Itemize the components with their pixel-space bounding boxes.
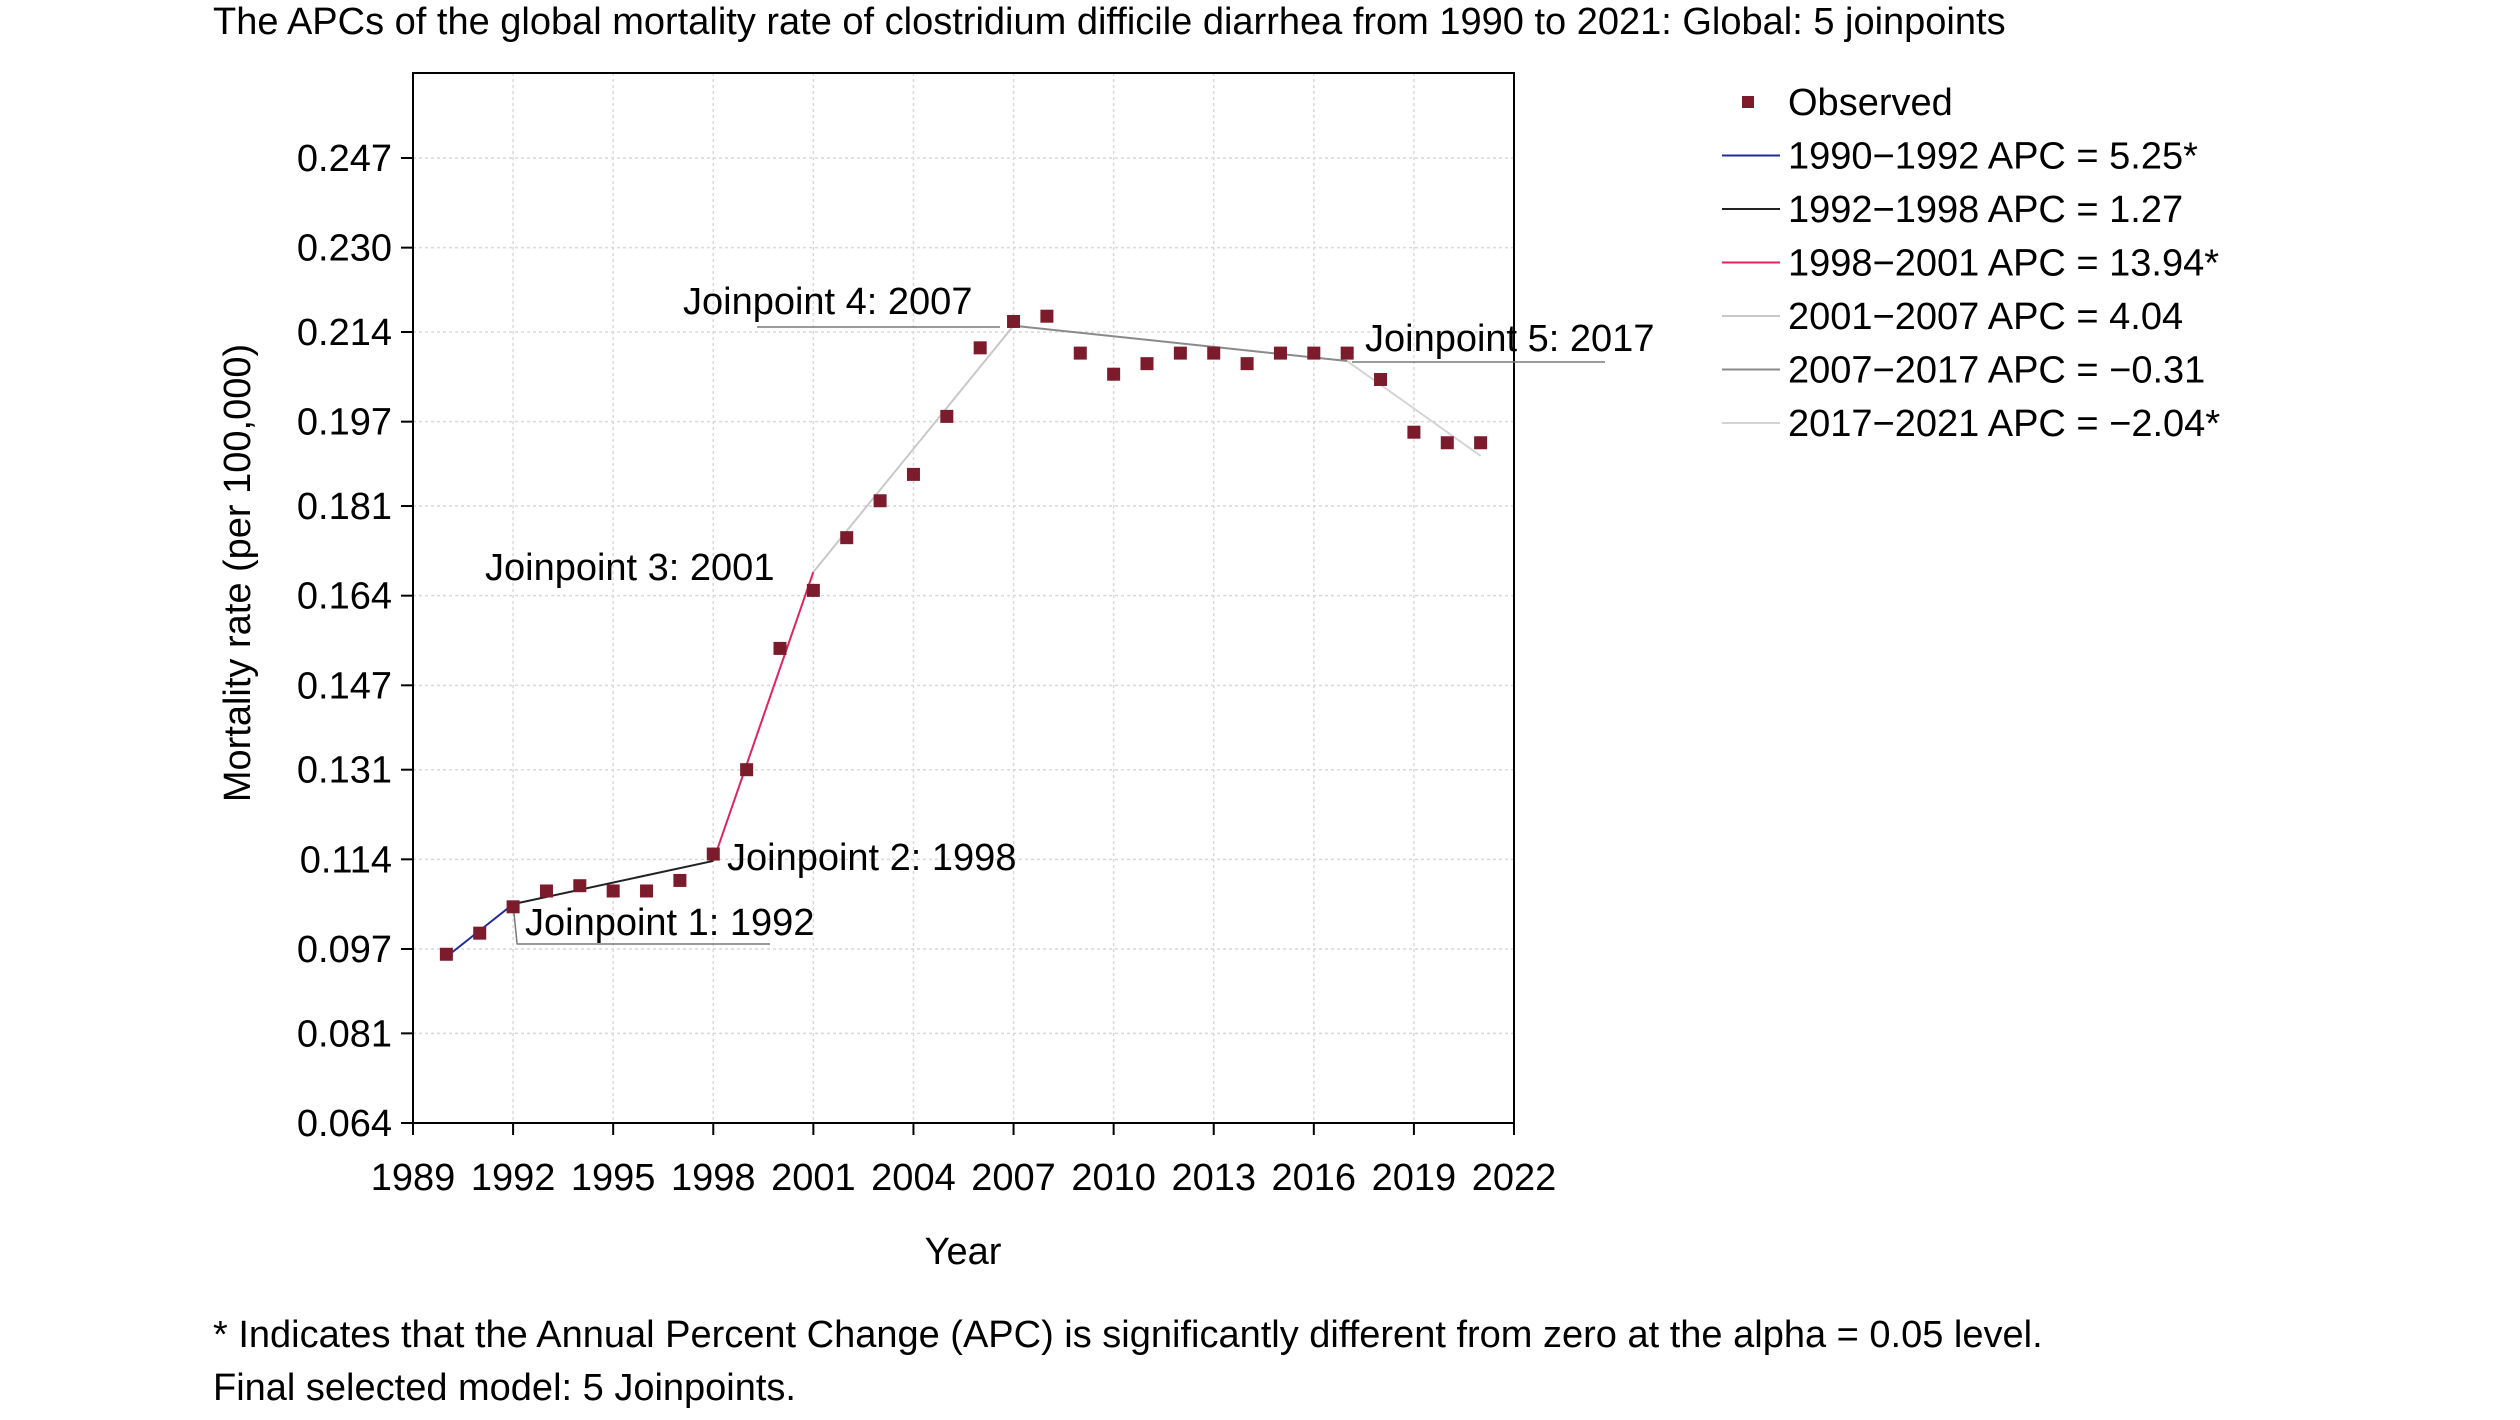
- observed-point: [1073, 346, 1087, 360]
- observed-point: [840, 531, 854, 545]
- x-tick-label: 2010: [1071, 1157, 1156, 1199]
- observed-point: [1440, 436, 1454, 450]
- grid: [412, 73, 1515, 1124]
- y-tick-label: 0.147: [297, 665, 392, 707]
- legend-marker-observed: [1742, 96, 1754, 108]
- x-axis-label: Year: [925, 1231, 1002, 1273]
- x-tick-label: 2013: [1171, 1157, 1256, 1199]
- observed-point: [473, 926, 487, 940]
- legend: Observed 1990−1992 APC = 5.25* 1992−1998 A…: [1722, 82, 2220, 445]
- observed-point: [439, 947, 453, 961]
- footnote-significance: * Indicates that the Annual Percent Chan…: [213, 1314, 2043, 1356]
- x-tick-label: 2016: [1272, 1157, 1357, 1199]
- annotation-label: Joinpoint 2: 1998: [727, 837, 1016, 879]
- observed-point: [1474, 436, 1488, 450]
- y-tick-label: 0.114: [300, 839, 392, 881]
- y-tick-label: 0.164: [297, 576, 392, 618]
- annotation-label: Joinpoint 4: 2007: [683, 281, 972, 323]
- observed-point: [1173, 346, 1187, 360]
- observed-point: [1040, 309, 1054, 323]
- legend-label-segment: 1998−2001 APC = 13.94*: [1788, 243, 2219, 285]
- apc-segment-line: [712, 571, 815, 862]
- observed-point: [1107, 367, 1121, 381]
- legend-label-segment: 1992−1998 APC = 1.27: [1788, 189, 2183, 231]
- legend-label-segment: 2007−2017 APC = −0.31: [1788, 350, 2205, 392]
- footnote-model: Final selected model: 5 Joinpoints.: [213, 1367, 796, 1409]
- legend-label-segment: 2001−2007 APC = 4.04: [1788, 296, 2183, 338]
- observed-point: [973, 341, 987, 355]
- observed-point: [573, 879, 587, 893]
- observed-point: [1140, 357, 1154, 371]
- observed-point: [1340, 346, 1354, 360]
- y-axis-label: Mortality rate (per 100,000): [217, 344, 259, 802]
- observed-point: [1273, 346, 1287, 360]
- x-tick-label: 1992: [471, 1157, 556, 1199]
- observed-point: [606, 884, 620, 898]
- observed-point: [1207, 346, 1221, 360]
- y-tick-label: 0.181: [297, 486, 392, 528]
- observed-point: [706, 847, 720, 861]
- observed-point: [1407, 425, 1421, 439]
- observed-point: [940, 409, 954, 423]
- legend-label-segment: 1990−1992 APC = 5.25*: [1788, 136, 2198, 178]
- y-tick-label: 0.131: [297, 750, 392, 792]
- observed-point: [773, 641, 787, 655]
- legend-label-segment: 2017−2021 APC = −2.04*: [1788, 403, 2220, 445]
- y-tick-label: 0.197: [297, 402, 392, 444]
- observed-point: [1240, 357, 1254, 371]
- apc-segment-line: [812, 325, 1015, 573]
- y-tick-label: 0.247: [297, 138, 392, 180]
- chart-title: The APCs of the global mortality rate of…: [213, 1, 2006, 43]
- observed-point: [740, 763, 754, 777]
- apc-segment-line: [1013, 324, 1348, 363]
- x-tick-label: 2019: [1372, 1157, 1457, 1199]
- observed-point: [1374, 372, 1388, 386]
- x-tick-label: 2007: [971, 1157, 1056, 1199]
- observed-points: [439, 309, 1488, 961]
- observed-point: [1007, 314, 1021, 328]
- y-tick-label: 0.097: [297, 929, 392, 971]
- observed-point: [1307, 346, 1321, 360]
- x-tick-label: 2001: [771, 1157, 856, 1199]
- observed-point: [673, 873, 687, 887]
- x-tick-label: 1989: [371, 1157, 456, 1199]
- x-tick-label: 2022: [1472, 1157, 1557, 1199]
- annotation-label: Joinpoint 1: 1992: [525, 902, 814, 944]
- observed-point: [806, 583, 820, 597]
- observed-point: [640, 884, 654, 898]
- annotation-leader: [512, 904, 770, 945]
- x-tick-label: 2004: [871, 1157, 956, 1199]
- apc-segment-line: [1346, 360, 1482, 457]
- observed-point: [539, 884, 553, 898]
- legend-label-observed: Observed: [1788, 82, 1953, 124]
- joinpoint-annotations: Joinpoint 1: 1992 Joinpoint 2: 1998 Joinpo…: [485, 281, 1654, 945]
- x-tick-label: 1998: [671, 1157, 756, 1199]
- observed-point: [506, 900, 520, 914]
- observed-point: [906, 467, 920, 481]
- observed-point: [873, 494, 887, 508]
- plot-frame: [412, 72, 1515, 1124]
- annotation-label: Joinpoint 3: 2001: [485, 547, 774, 589]
- x-tick-label: 1995: [571, 1157, 656, 1199]
- y-tick-label: 0.230: [297, 228, 392, 270]
- y-tick-label: 0.214: [297, 312, 392, 354]
- y-tick-label: 0.081: [297, 1013, 392, 1055]
- y-tick-label: 0.064: [297, 1103, 392, 1145]
- axes: 1989 1992 1995 1998 2001 2004 2007 2010 2013 2016…: [297, 138, 1556, 1199]
- annotation-label: Joinpoint 5: 2017: [1365, 318, 1654, 360]
